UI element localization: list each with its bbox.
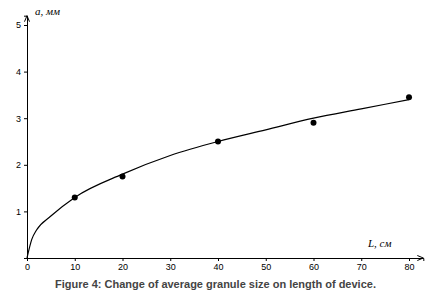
x-tick: 70 bbox=[357, 258, 367, 272]
x-tick-label: 20 bbox=[118, 262, 128, 272]
y-tick-label: 2 bbox=[16, 160, 21, 170]
y-tick: 1 bbox=[16, 207, 27, 217]
y-tick-label: 4 bbox=[16, 67, 21, 77]
x-tick: 20 bbox=[118, 258, 128, 272]
x-tick-label: 30 bbox=[166, 262, 176, 272]
x-tick-mark bbox=[409, 258, 410, 261]
y-axis-line bbox=[24, 16, 28, 258]
y-tick-mark bbox=[24, 118, 27, 119]
caption: Figure 4: Change of average granule size… bbox=[55, 278, 376, 290]
x-tick-label: 10 bbox=[70, 262, 80, 272]
y-tick-mark bbox=[24, 25, 27, 26]
x-axis-line bbox=[28, 259, 424, 262]
x-axis-title: L, см bbox=[367, 237, 392, 249]
data-point bbox=[311, 120, 317, 126]
y-axis: 1 2 3 4 5 bbox=[16, 16, 28, 258]
x-arrow bbox=[417, 256, 423, 261]
x-tick-mark bbox=[170, 258, 171, 261]
data-point bbox=[406, 94, 412, 100]
chart: 0 10 20 30 40 50 60 70 80 1 2 3 4 5 а, мм L, см Figure 4… bbox=[0, 0, 431, 297]
x-axis: 0 10 20 30 40 50 60 70 80 bbox=[25, 258, 424, 272]
x-tick-label: 0 bbox=[25, 262, 30, 272]
x-tick: 10 bbox=[70, 258, 80, 272]
plot-area bbox=[27, 94, 412, 258]
x-tick-label: 60 bbox=[309, 262, 319, 272]
x-tick-mark bbox=[123, 258, 124, 261]
y-tick-label: 1 bbox=[16, 207, 21, 217]
x-tick-mark bbox=[218, 258, 219, 261]
y-tick-mark bbox=[24, 165, 27, 166]
y-arrow bbox=[25, 16, 30, 22]
x-tick: 60 bbox=[309, 258, 319, 272]
x-tick-mark bbox=[266, 258, 267, 261]
y-axis-title: а, мм bbox=[35, 5, 60, 17]
y-tick-mark bbox=[24, 211, 27, 212]
y-tick: 4 bbox=[16, 67, 27, 77]
x-tick-label: 80 bbox=[404, 262, 414, 272]
x-tick-mark bbox=[75, 258, 76, 261]
x-tick-label: 70 bbox=[357, 262, 367, 272]
x-tick: 40 bbox=[213, 258, 223, 272]
y-tick: 3 bbox=[16, 114, 27, 124]
y-tick-label: 5 bbox=[16, 20, 21, 30]
x-tick-mark bbox=[314, 258, 315, 261]
x-tick-label: 50 bbox=[261, 262, 271, 272]
x-tick-mark bbox=[361, 258, 362, 261]
y-tick: 5 bbox=[16, 20, 27, 30]
y-tick-mark bbox=[24, 72, 27, 73]
x-tick: 80 bbox=[404, 258, 414, 272]
x-tick: 30 bbox=[166, 258, 176, 272]
x-tick: 0 bbox=[25, 258, 30, 272]
y-tick: 2 bbox=[16, 160, 27, 170]
y-tick-label: 3 bbox=[16, 114, 21, 124]
x-tick-label: 40 bbox=[213, 262, 223, 272]
x-tick: 50 bbox=[261, 258, 271, 272]
fit-curve bbox=[27, 100, 409, 258]
